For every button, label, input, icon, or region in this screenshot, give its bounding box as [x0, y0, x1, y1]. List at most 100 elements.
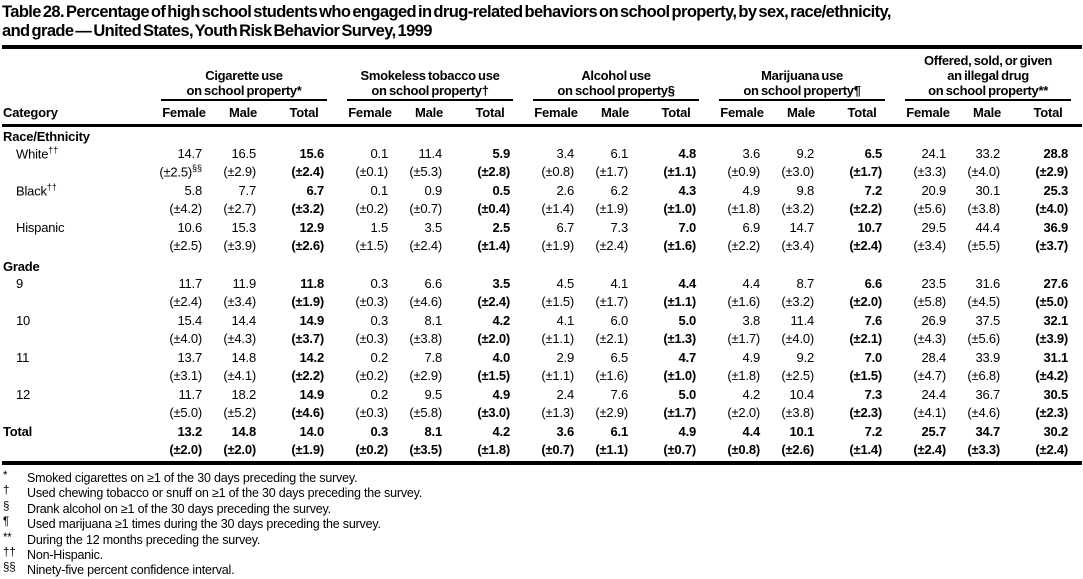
ci-cell: (±0.2) — [355, 368, 388, 383]
footnote-marker: § — [3, 500, 10, 513]
ci-cell: (±3.3) — [913, 164, 947, 179]
row-label-spacer — [2, 236, 152, 255]
value-cell: 20.9 — [921, 182, 947, 198]
ci-cell: (±1.8) — [727, 201, 761, 216]
value-cell: 6.2 — [610, 182, 629, 198]
value-cell: 5.0 — [678, 386, 697, 402]
value-cell: 8.1 — [424, 312, 443, 328]
ci-cell: (±2.0) — [477, 331, 511, 346]
footnote-text: During the 12 months preceding the surve… — [27, 532, 261, 547]
data-row-ci: (±2.0) (±2.0) (±1.9) (±0.2) (±3.5) (±1.8) (±0.… — [2, 440, 1082, 459]
ci-cell: (±1.5) — [355, 238, 388, 253]
row-label-spacer — [2, 403, 152, 422]
data-row-values: 11 13.7 14.8 14.2 0.2 7.8 4.0 2.9 6.5 4.7 4.9 9.2 7.… — [2, 348, 1082, 366]
footnote-text: Non-Hispanic. — [27, 548, 103, 563]
value-cell: 4.7 — [678, 349, 697, 365]
footnote-row-5: †† Non-Hispanic. — [3, 547, 1082, 563]
value-cell: 37.5 — [975, 312, 1001, 328]
footnote-marker: †† — [3, 547, 16, 560]
value-cell: 14.2 — [299, 349, 324, 365]
ci-cell: (±2.0) — [849, 294, 883, 309]
ci-cell: (±3.5) — [409, 442, 442, 457]
ci-cell: (±3.9) — [223, 238, 256, 253]
value-cell: 2.9 — [556, 349, 575, 365]
ci-cell: (±0.8) — [727, 442, 761, 457]
ci-cell: (±5.6) — [967, 331, 1001, 346]
col-header-female-0: Female — [152, 101, 216, 127]
ci-cell: (±2.4) — [595, 238, 629, 253]
data-row-values: Black†† 5.8 7.7 6.7 0.1 0.9 0.5 2.6 6.2 4.3 4.9 9.8… — [2, 181, 1082, 199]
ci-cell: (±1.9) — [291, 442, 324, 457]
ci-cell: (±0.3) — [355, 331, 388, 346]
value-cell: 6.9 — [742, 219, 761, 235]
ci-cell: (±1.1) — [663, 294, 697, 309]
value-cell: 33.9 — [975, 349, 1001, 365]
ci-cell: (±2.5)§§ — [159, 163, 202, 180]
ci-cell: (±1.6) — [595, 368, 629, 383]
row-label: 10 — [16, 312, 31, 328]
value-cell: 10.7 — [857, 219, 883, 235]
footnote-row-1: † Used chewing tobacco or snuff on ≥1 of … — [3, 485, 1082, 501]
ci-cell: (±2.9) — [223, 164, 256, 179]
footnote-marker: * — [3, 470, 8, 482]
ci-cell: (±0.2) — [355, 201, 388, 216]
data-row-ci: (±2.5) (±3.9) (±2.6) (±1.5) (±2.4) (±1.4) (±1.… — [2, 236, 1082, 255]
ci-cell: (±1.5) — [849, 368, 883, 383]
column-group-row: Category Cigarette use on school property*… — [2, 49, 1082, 127]
ci-cell: (±1.1) — [541, 331, 575, 346]
value-cell: 16.5 — [231, 145, 256, 161]
ci-cell: (±3.8) — [967, 201, 1001, 216]
ci-cell: (±2.4) — [477, 294, 511, 309]
value-cell: 12.9 — [299, 219, 324, 235]
ci-cell: (±2.5) — [169, 238, 202, 253]
footnote-ref: †† — [46, 181, 57, 192]
ci-cell: (±4.0) — [781, 331, 815, 346]
value-cell: 4.2 — [492, 423, 511, 439]
footnote-text: Smoked cigarettes on ≥1 of the 30 days p… — [27, 471, 358, 485]
ci-cell: (±2.1) — [595, 331, 629, 346]
value-cell: 15.4 — [177, 312, 202, 328]
column-group-label: Marijuana use on school property¶ — [719, 68, 886, 101]
value-cell: 6.7 — [556, 219, 575, 235]
ci-cell: (±2.9) — [595, 405, 629, 420]
value-cell: 23.5 — [921, 275, 947, 291]
value-cell: 3.6 — [742, 145, 761, 161]
row-label-spacer — [2, 199, 152, 218]
ci-cell: (±1.4) — [477, 238, 511, 253]
ci-cell: (±0.1) — [355, 164, 388, 179]
value-cell: 3.5 — [492, 275, 511, 291]
ci-cell: (±1.5) — [477, 368, 511, 383]
value-cell: 4.3 — [678, 182, 697, 198]
ci-cell: (±5.0) — [1035, 294, 1069, 309]
value-cell: 44.4 — [975, 219, 1001, 235]
row-label-spacer — [2, 292, 152, 311]
footnote-text: Drank alcohol on ≥1 of the 30 days prece… — [27, 501, 331, 516]
value-cell: 3.5 — [424, 219, 443, 235]
column-group-label-line: Alcohol use — [581, 68, 651, 83]
footnote-row-0: * Smoked cigarettes on ≥1 of the 30 days … — [3, 470, 1082, 486]
value-cell: 4.5 — [556, 275, 575, 291]
column-group-label: Smokeless tobacco use on school property† — [347, 68, 514, 101]
ci-cell: (±6.8) — [967, 368, 1001, 383]
footnote-row-3: ¶ Used marijuana ≥1 times during the 30 d… — [3, 516, 1082, 532]
ci-cell: (±2.3) — [1035, 405, 1069, 420]
ci-cell: (±1.3) — [663, 331, 697, 346]
ci-cell: (±3.7) — [291, 331, 324, 346]
value-cell: 3.8 — [742, 312, 761, 328]
column-group-header-3: Marijuana use on school property¶ — [710, 49, 896, 101]
footnote-marker: §§ — [3, 562, 16, 575]
footnotes: * Smoked cigarettes on ≥1 of the 30 days … — [2, 470, 1082, 579]
value-cell: 11.4 — [790, 312, 815, 328]
value-cell: 25.7 — [921, 423, 947, 439]
col-header-male-4: Male — [960, 101, 1015, 127]
value-cell: 13.2 — [177, 423, 202, 439]
value-cell: 31.1 — [1043, 349, 1069, 365]
section-row: Grade — [2, 255, 1082, 274]
column-group-label-line: an illegal drug — [947, 68, 1029, 83]
footnote-ref: †† — [48, 144, 59, 155]
row-label: Hispanic — [16, 219, 65, 235]
ci-cell: (±2.4) — [849, 238, 883, 253]
value-cell: 8.7 — [796, 275, 815, 291]
col-header-male-2: Male — [588, 101, 643, 127]
ci-cell: (±2.4) — [1035, 442, 1069, 457]
